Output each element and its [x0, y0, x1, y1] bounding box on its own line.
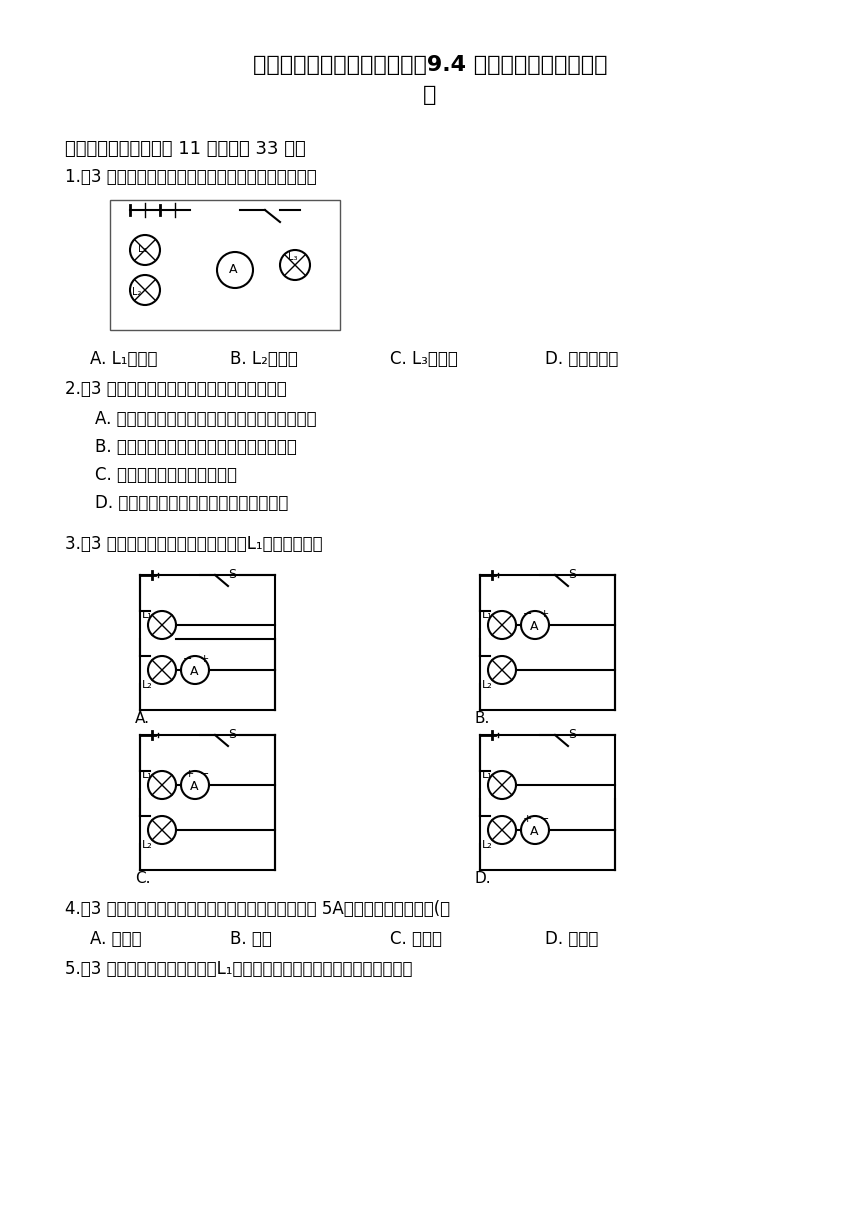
Text: 2.（3 分）电流表在使用过程中，可行的是（）: 2.（3 分）电流表在使用过程中，可行的是（） — [65, 379, 286, 398]
Text: 一、单选题（本大题共 11 小题，共 33 分）: 一、单选题（本大题共 11 小题，共 33 分） — [65, 140, 306, 158]
Text: S: S — [568, 568, 576, 581]
Text: 3.（3 分）下列电路中，电流表能测灯L₁电流的是（）: 3.（3 分）下列电路中，电流表能测灯L₁电流的是（） — [65, 535, 322, 553]
Text: A. 使用前不用管电流表的指针对不对准零刻度线: A. 使用前不用管电流表的指针对不对准零刻度线 — [95, 410, 316, 428]
Text: D. 干路的电流: D. 干路的电流 — [545, 350, 618, 368]
Text: −: − — [523, 609, 532, 619]
Text: +: + — [200, 654, 209, 664]
Text: +: + — [185, 769, 194, 779]
Text: +: + — [523, 814, 532, 824]
Text: B. L₂的电流: B. L₂的电流 — [230, 350, 298, 368]
Text: A.: A. — [135, 711, 150, 726]
Text: B. 电脑: B. 电脑 — [230, 930, 272, 948]
Text: 1.（3 分）如图所示电路，闭合开关，电流表测量的是: 1.（3 分）如图所示电路，闭合开关，电流表测量的是 — [65, 168, 316, 186]
Text: A. L₁的电流: A. L₁的电流 — [90, 350, 157, 368]
Text: A. 节能灯: A. 节能灯 — [90, 930, 142, 948]
Text: −: − — [183, 654, 193, 664]
Text: L₁: L₁ — [142, 610, 153, 620]
Text: S: S — [568, 728, 576, 741]
Text: D. 不允许把电流表直接连到电源的两极上: D. 不允许把电流表直接连到电源的两极上 — [95, 494, 288, 512]
FancyBboxPatch shape — [110, 199, 340, 330]
Text: C. 可以使用电流表的任一量程: C. 可以使用电流表的任一量程 — [95, 466, 237, 484]
Text: A: A — [530, 824, 538, 838]
Text: 5.（3 分）用电流表测量通过灯L₁的电流，如图所示符合要求的电路是（）: 5.（3 分）用电流表测量通过灯L₁的电流，如图所示符合要求的电路是（） — [65, 959, 413, 978]
Text: A: A — [530, 620, 538, 634]
Text: 习: 习 — [423, 85, 437, 105]
Text: D. 电饭锅: D. 电饭锅 — [545, 930, 599, 948]
Text: L₂: L₂ — [132, 287, 141, 297]
Text: 北京课改版物理九年级全册《9.4 电流及其测量》同步练: 北京课改版物理九年级全册《9.4 电流及其测量》同步练 — [253, 55, 607, 75]
Text: L₂: L₂ — [482, 680, 493, 689]
Text: D.: D. — [475, 871, 492, 886]
Text: B.: B. — [475, 711, 490, 726]
Text: L₁: L₁ — [482, 610, 493, 620]
Text: L₁: L₁ — [142, 770, 153, 779]
Text: L₂: L₂ — [482, 840, 493, 850]
Text: +: + — [540, 609, 550, 619]
Text: C. L₃的电流: C. L₃的电流 — [390, 350, 458, 368]
Text: A: A — [190, 779, 199, 793]
Text: 4.（3 分）家庭电路中某用电器正常工作时电流大约为 5A，该用电器最可能是(）: 4.（3 分）家庭电路中某用电器正常工作时电流大约为 5A，该用电器最可能是(） — [65, 900, 450, 918]
Text: C. 电视机: C. 电视机 — [390, 930, 442, 948]
Text: A: A — [229, 263, 237, 276]
Text: S: S — [228, 568, 236, 581]
Text: L₂: L₂ — [142, 680, 153, 689]
Text: B. 电流表一定并联在待测的那部分电路两端: B. 电流表一定并联在待测的那部分电路两端 — [95, 438, 297, 456]
Text: C.: C. — [135, 871, 150, 886]
Text: −: − — [200, 769, 209, 779]
Text: L₂: L₂ — [142, 840, 153, 850]
Text: A: A — [190, 665, 199, 679]
Text: L₁: L₁ — [138, 244, 147, 254]
Text: L₁: L₁ — [482, 770, 493, 779]
Text: −: − — [540, 814, 550, 824]
Text: L₃: L₃ — [288, 252, 298, 261]
Text: S: S — [228, 728, 236, 741]
